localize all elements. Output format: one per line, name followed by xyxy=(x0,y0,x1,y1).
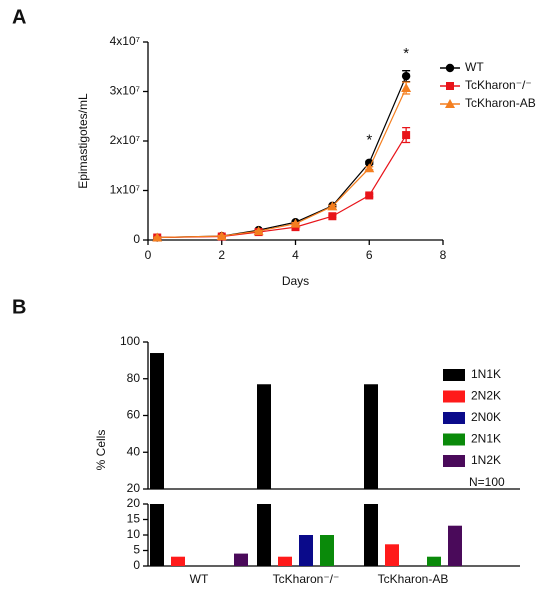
marker xyxy=(401,71,411,81)
annotation: N=100 xyxy=(469,475,505,489)
y-tick-label: 4x10⁷ xyxy=(110,34,140,48)
x-tick-label: TcKharon-AB xyxy=(378,572,449,586)
legend-label: 1N2K xyxy=(471,453,501,467)
y-tick-label: 10 xyxy=(127,527,141,541)
bar xyxy=(278,556,292,566)
legend-swatch xyxy=(443,369,465,381)
y-tick-label: 2x10⁷ xyxy=(110,133,140,147)
marker xyxy=(402,131,411,140)
y-tick-label: 5 xyxy=(133,543,140,557)
panel-label: B xyxy=(12,296,26,318)
y-tick-label: 20 xyxy=(127,496,141,510)
bar xyxy=(150,504,164,566)
legend-label: 2N2K xyxy=(471,389,501,403)
legend-marker xyxy=(445,99,455,108)
bar xyxy=(257,504,271,566)
marker xyxy=(216,231,227,241)
series-line xyxy=(157,75,407,239)
legend-label: 2N0K xyxy=(471,410,501,424)
y-tick-label: 40 xyxy=(127,444,141,458)
bar xyxy=(257,384,271,489)
bar xyxy=(364,504,378,566)
marker xyxy=(365,191,374,200)
bar xyxy=(448,525,462,566)
y-tick-label: 15 xyxy=(127,512,141,526)
legend-label: TcKharon-AB xyxy=(465,96,536,110)
x-tick-label: 4 xyxy=(292,248,299,262)
x-tick-label: 6 xyxy=(366,248,373,262)
y-tick-label: 0 xyxy=(133,558,140,572)
x-tick-label: 2 xyxy=(218,248,225,262)
bar xyxy=(427,556,441,566)
marker xyxy=(290,218,301,228)
marker xyxy=(152,232,163,242)
bar xyxy=(234,553,248,566)
bar xyxy=(299,535,313,566)
marker xyxy=(328,212,337,221)
x-tick-label: WT xyxy=(190,572,209,586)
legend-swatch xyxy=(443,455,465,467)
legend-swatch xyxy=(443,390,465,403)
series-line xyxy=(157,134,407,239)
y-tick-label: 80 xyxy=(127,371,141,385)
legend-label: 2N1K xyxy=(471,432,501,446)
y-axis-label: Epimastigotes/mL xyxy=(76,93,90,189)
y-tick-label: 20 xyxy=(127,481,141,495)
significance: * xyxy=(403,45,409,62)
x-tick-label: TcKharon⁻/⁻ xyxy=(273,572,340,586)
x-tick-label: 8 xyxy=(440,248,447,262)
marker xyxy=(253,226,264,236)
bar xyxy=(385,544,399,566)
significance: * xyxy=(366,132,372,149)
legend-swatch xyxy=(443,433,465,446)
y-tick-label: 100 xyxy=(120,334,140,348)
bar xyxy=(364,384,378,489)
y-tick-label: 1x10⁷ xyxy=(110,183,140,197)
y-tick-label: 3x10⁷ xyxy=(110,84,140,98)
x-axis-label: Days xyxy=(282,274,309,288)
legend-marker xyxy=(446,82,454,90)
legend-marker xyxy=(445,63,455,73)
legend-label: TcKharon⁻/⁻ xyxy=(465,78,532,92)
bar xyxy=(150,353,164,489)
legend-label: WT xyxy=(465,60,484,74)
marker xyxy=(364,163,375,173)
legend-label: 1N1K xyxy=(471,367,501,381)
bar xyxy=(171,556,185,566)
legend-swatch xyxy=(443,412,465,424)
marker xyxy=(401,83,412,93)
panel-label: A xyxy=(12,6,26,28)
marker xyxy=(327,201,338,211)
y-tick-label: 0 xyxy=(133,232,140,246)
x-tick-label: 0 xyxy=(145,248,152,262)
bar xyxy=(320,535,334,566)
y-tick-label: 60 xyxy=(127,408,141,422)
y-axis-label: % Cells xyxy=(94,430,108,471)
